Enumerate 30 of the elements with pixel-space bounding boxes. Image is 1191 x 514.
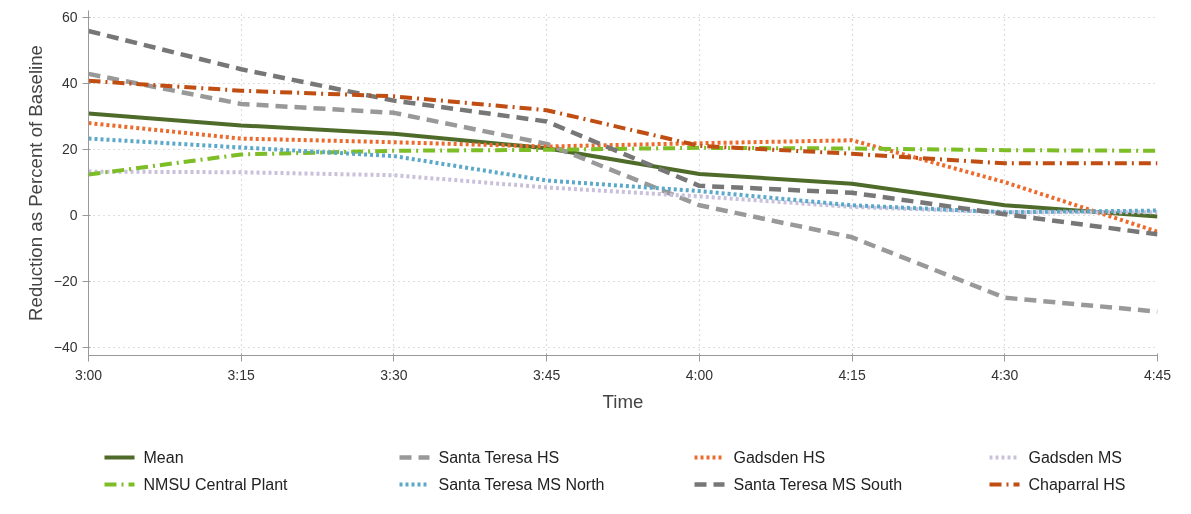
legend-label: Gadsden HS: [733, 449, 826, 466]
x-tick-label: 3:30: [380, 366, 408, 383]
line-series: [88, 78, 1158, 166]
x-tick-label: 3:00: [74, 366, 103, 383]
line-series: [88, 28, 1158, 237]
x-tick-label: 4:00: [685, 366, 714, 383]
legend-label: Santa Teresa MS North: [438, 476, 605, 493]
y-tick-label: 40: [61, 75, 78, 92]
legend-label: Mean: [143, 449, 184, 466]
y-tick-label: 0: [69, 207, 78, 224]
y-tick-label: 20: [61, 141, 78, 158]
legend-label: Chaparral HS: [1028, 476, 1126, 493]
legend-label: Santa Teresa HS: [438, 449, 560, 466]
line-series: [88, 121, 1158, 234]
x-tick-label: 3:45: [533, 366, 561, 383]
x-axis-title: Time: [602, 390, 644, 412]
x-tick-label: 3:15: [227, 366, 256, 383]
legend-label: Gadsden MS: [1028, 449, 1122, 466]
y-tick-label: 60: [61, 9, 78, 26]
legend-label: NMSU Central Plant: [143, 476, 289, 493]
x-tick-label: 4:30: [991, 366, 1019, 383]
line-series: [88, 169, 1158, 215]
x-tick-label: 4:45: [1143, 366, 1172, 383]
y-tick-label: −20: [53, 273, 78, 290]
line-series: [88, 136, 1158, 215]
legend-label: Santa Teresa MS South: [733, 476, 903, 493]
x-tick-label: 4:15: [838, 366, 866, 383]
y-axis-title: Reduction as Percent of Baseline: [24, 45, 46, 321]
y-tick-label: −40: [53, 339, 78, 356]
line-series: [88, 145, 1158, 177]
